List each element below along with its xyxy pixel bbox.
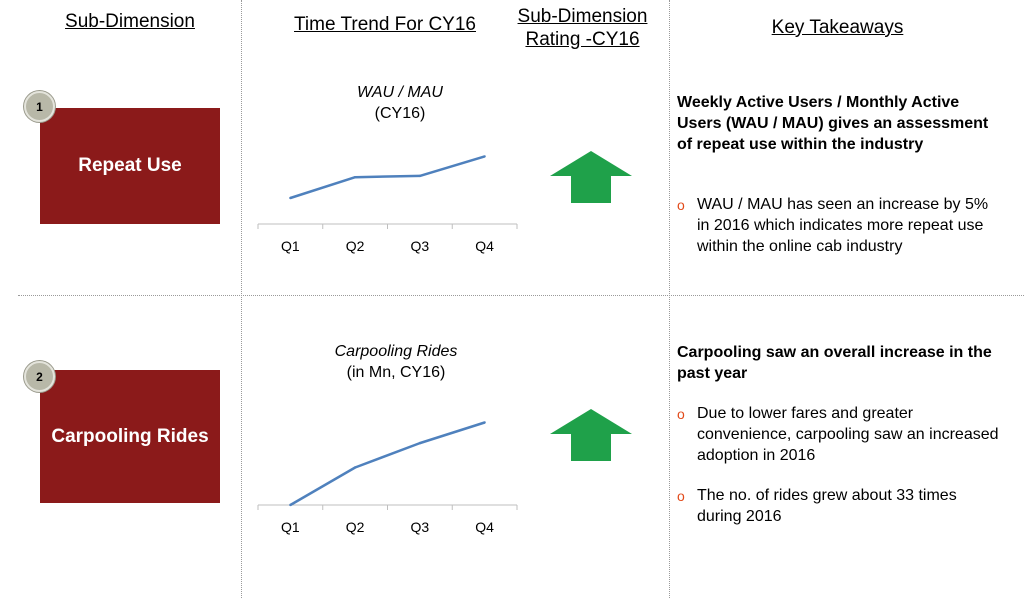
x-tick-label: Q3	[411, 238, 430, 254]
data-point	[289, 196, 292, 200]
chart-subtitle: (CY16)	[374, 105, 426, 122]
x-tick-label: Q2	[346, 519, 365, 535]
x-tick-label: Q1	[281, 238, 300, 254]
x-tick-label: Q3	[411, 519, 430, 535]
line-chart-wau-mau: Q1 Q2 Q3 Q4	[257, 155, 518, 254]
chart-title-block: WAU / MAU (CY16)	[300, 82, 500, 124]
rating-up-arrow-icon	[550, 409, 632, 461]
sub-dimension-box-carpooling-rides: Carpooling Rides	[40, 370, 220, 503]
takeaway-bullet: o Due to lower fares and greater conveni…	[677, 403, 1002, 466]
data-point	[353, 176, 357, 179]
sub-dimension-label: Carpooling Rides	[51, 425, 209, 447]
takeaway-bullet: o The no. of rides grew about 33 times d…	[677, 485, 1002, 527]
header-time-trend: Time Trend For CY16	[294, 14, 476, 35]
takeaway-heading: Carpooling saw an overall increase in th…	[677, 344, 992, 382]
takeaway-bullet-text: The no. of rides grew about 33 times dur…	[697, 487, 957, 525]
bullet-circle-icon: o	[677, 488, 685, 504]
x-tick-label: Q4	[475, 238, 494, 254]
takeaway-bullet: o WAU / MAU has seen an increase by 5% i…	[677, 194, 1002, 257]
header-sub-dimension: Sub-Dimension	[65, 11, 195, 32]
takeaway-bullet-text: Due to lower fares and greater convenien…	[697, 405, 999, 464]
data-point	[289, 503, 292, 507]
data-point	[418, 441, 422, 445]
bullet-circle-icon: o	[677, 197, 685, 213]
bullet-circle-icon: o	[677, 406, 685, 422]
rating-up-arrow-icon	[550, 151, 632, 203]
x-tick-label: Q1	[281, 519, 300, 535]
row-number-badge: 1	[24, 91, 55, 122]
data-point	[353, 466, 357, 469]
column-divider-1	[241, 0, 242, 598]
sub-dimension-label: Repeat Use	[78, 155, 182, 176]
column-divider-2	[669, 0, 670, 598]
header-rating-line2: Rating -CY16	[525, 29, 640, 50]
chart-title: Carpooling Rides	[334, 343, 458, 360]
data-point	[483, 155, 486, 158]
header-key-takeaways: Key Takeaways	[771, 17, 904, 38]
x-tick-label: Q2	[346, 238, 365, 254]
line-chart-carpooling-rides: Q1 Q2 Q3 Q4	[257, 421, 518, 535]
chart-title: WAU / MAU	[357, 84, 443, 101]
row-number-badge: 2	[24, 361, 55, 392]
series-line	[289, 421, 486, 507]
sub-dimension-box-repeat-use: Repeat Use	[40, 108, 220, 224]
header-rating: Sub-Dimension Rating -CY16	[500, 5, 665, 51]
row-divider	[18, 295, 1024, 296]
x-tick-label: Q4	[475, 519, 494, 535]
data-point	[418, 174, 422, 178]
takeaway-heading: Weekly Active Users / Monthly Active Use…	[677, 94, 989, 153]
data-point	[483, 421, 486, 424]
takeaway-bullet-text: WAU / MAU has seen an increase by 5% in …	[697, 196, 989, 255]
chart-subtitle: (in Mn, CY16)	[346, 364, 446, 381]
chart-title-block: Carpooling Rides (in Mn, CY16)	[296, 341, 496, 383]
series-line	[289, 155, 485, 200]
header-rating-line1: Sub-Dimension	[517, 6, 648, 27]
